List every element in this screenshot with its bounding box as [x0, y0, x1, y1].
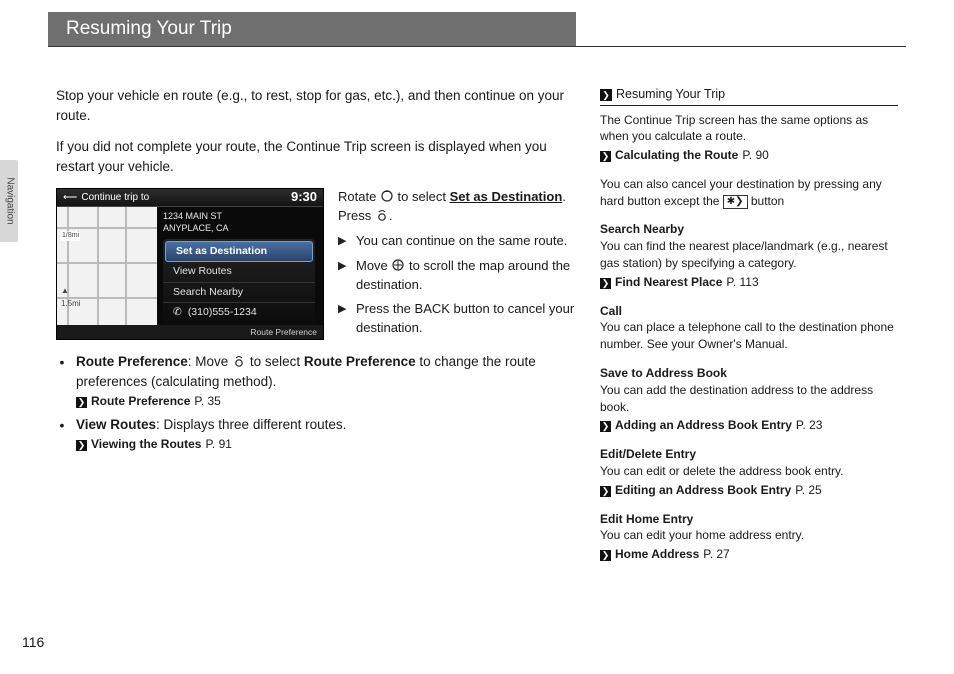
instruction-rotate: Rotate to select Set as Destination. Pre…: [338, 188, 576, 226]
xref-home-address: ❯ Home Address P. 27: [600, 546, 898, 563]
phone-icon: ✆: [173, 305, 182, 320]
view-routes-label: View Routes: [76, 417, 156, 432]
nav-map: 1/8mi ▲ 1.5mi: [57, 207, 157, 325]
sub-step-3-text: Press the BACK button to cancel your des…: [356, 300, 576, 338]
xref-icon: ❯: [600, 421, 611, 432]
sidebar-heading: ❯ Resuming Your Trip: [600, 86, 898, 106]
nav-menu-view-routes[interactable]: View Routes: [163, 262, 315, 282]
sidebar-block-intro: The Continue Trip screen has the same op…: [600, 112, 898, 164]
sidebar-block-search-nearby: Search Nearby You can find the nearest p…: [600, 221, 898, 290]
nav-screen: ⟵ Continue trip to 9:30 1/8mi ▲ 1.5mi: [56, 188, 324, 340]
press-icon: [232, 354, 246, 368]
bullet-list: • Route Preference: Move to select Route…: [56, 352, 576, 453]
xref-route-preference: ❯ Route Preference P. 35: [76, 393, 576, 410]
nav-menu-call[interactable]: ✆(310)555-1234: [163, 303, 315, 322]
nav-addr-line2: ANYPLACE, CA: [163, 223, 229, 234]
xref-icon: ❯: [600, 151, 611, 162]
sub-step-1: ▶ You can continue on the same route.: [338, 232, 576, 251]
sub-step-1-text: You can continue on the same route.: [356, 232, 567, 251]
back-arrow-icon: ⟵: [63, 191, 77, 206]
nav-address: 1234 MAIN ST ANYPLACE, CA: [163, 211, 229, 234]
intro-para-2: If you did not complete your route, the …: [56, 137, 576, 176]
page-title-band: Resuming Your Trip: [48, 12, 576, 46]
sub-step-2: ▶ Move to scroll the map around the dest…: [338, 257, 576, 295]
map-distance: 1.5mi: [61, 298, 81, 310]
nav-menu-set-destination[interactable]: Set as Destination: [165, 241, 313, 262]
xref-viewing-routes: ❯ Viewing the Routes P. 91: [76, 436, 576, 453]
instruction-row: ⟵ Continue trip to 9:30 1/8mi ▲ 1.5mi: [56, 188, 576, 344]
sidebar-block-cancel: You can also cancel your destination by …: [600, 176, 898, 210]
xref-icon: ❯: [76, 397, 87, 408]
bullet-dot: •: [56, 352, 68, 411]
nav-route-pref-label: Route Preference: [250, 326, 317, 338]
intro-para-1: Stop your vehicle en route (e.g., to res…: [56, 86, 576, 125]
nav-topbar-text: Continue trip to: [81, 191, 149, 206]
press-icon: [375, 208, 389, 222]
nav-screenshot: ⟵ Continue trip to 9:30 1/8mi ▲ 1.5mi: [56, 188, 324, 344]
sidebar-block-edit-delete: Edit/Delete Entry You can edit or delete…: [600, 446, 898, 498]
page-number: 116: [22, 632, 44, 652]
dial-icon: [380, 189, 394, 203]
bullet-route-preference: • Route Preference: Move to select Route…: [56, 352, 576, 411]
map-scale-mark: 1/8mi: [61, 231, 80, 241]
arrow-icon: ▶: [338, 257, 348, 295]
main-content: Stop your vehicle en route (e.g., to res…: [56, 86, 576, 458]
joystick-icon: [391, 258, 405, 272]
xref-icon: ❯: [600, 486, 611, 497]
route-preference-label: Route Preference: [76, 354, 188, 369]
map-button-icon: ✱❯: [723, 195, 748, 209]
nav-bottombar: Route Preference: [57, 325, 323, 339]
sidebar-block-edit-home: Edit Home Entry You can edit your home a…: [600, 511, 898, 563]
sidebar-head-icon: ❯: [600, 89, 612, 101]
bullet-dot: •: [56, 415, 68, 454]
nav-menu-search-nearby[interactable]: Search Nearby: [163, 283, 315, 303]
sidebar-block-save-address: Save to Address Book You can add the des…: [600, 365, 898, 434]
xref-icon: ❯: [600, 278, 611, 289]
sidebar-block-call: Call You can place a telephone call to t…: [600, 303, 898, 353]
section-tab: Navigation: [0, 160, 18, 242]
arrow-icon: ▶: [338, 300, 348, 338]
nav-topbar-title: ⟵ Continue trip to: [63, 191, 149, 206]
xref-find-nearest: ❯ Find Nearest Place P. 113: [600, 274, 898, 291]
set-as-destination-label: Set as Destination: [450, 189, 563, 204]
sub-step-2-text: Move to scroll the map around the destin…: [356, 257, 576, 295]
section-tab-label: Navigation: [2, 177, 17, 224]
xref-icon: ❯: [76, 440, 87, 451]
xref-icon: ❯: [600, 550, 611, 561]
sidebar-head-text: Resuming Your Trip: [616, 86, 725, 104]
nav-addr-line1: 1234 MAIN ST: [163, 211, 229, 222]
nav-topbar: ⟵ Continue trip to 9:30: [57, 189, 323, 207]
page-title: Resuming Your Trip: [66, 15, 232, 43]
bullet-view-routes: • View Routes: Displays three different …: [56, 415, 576, 454]
xref-edit-address-book: ❯ Editing an Address Book Entry P. 25: [600, 482, 898, 499]
xref-add-address-book: ❯ Adding an Address Book Entry P. 23: [600, 417, 898, 434]
nav-clock: 9:30: [291, 188, 317, 207]
sub-step-3: ▶ Press the BACK button to cancel your d…: [338, 300, 576, 338]
map-scale: ▲ 1.5mi: [61, 285, 81, 309]
arrow-icon: ▶: [338, 232, 348, 251]
nav-menu: Set as Destination View Routes Search Ne…: [163, 239, 315, 324]
xref-calculating-route: ❯ Calculating the Route P. 90: [600, 147, 898, 164]
instruction-text: Rotate to select Set as Destination. Pre…: [338, 188, 576, 344]
sidebar: ❯ Resuming Your Trip The Continue Trip s…: [600, 86, 898, 575]
title-rule: [48, 46, 906, 47]
